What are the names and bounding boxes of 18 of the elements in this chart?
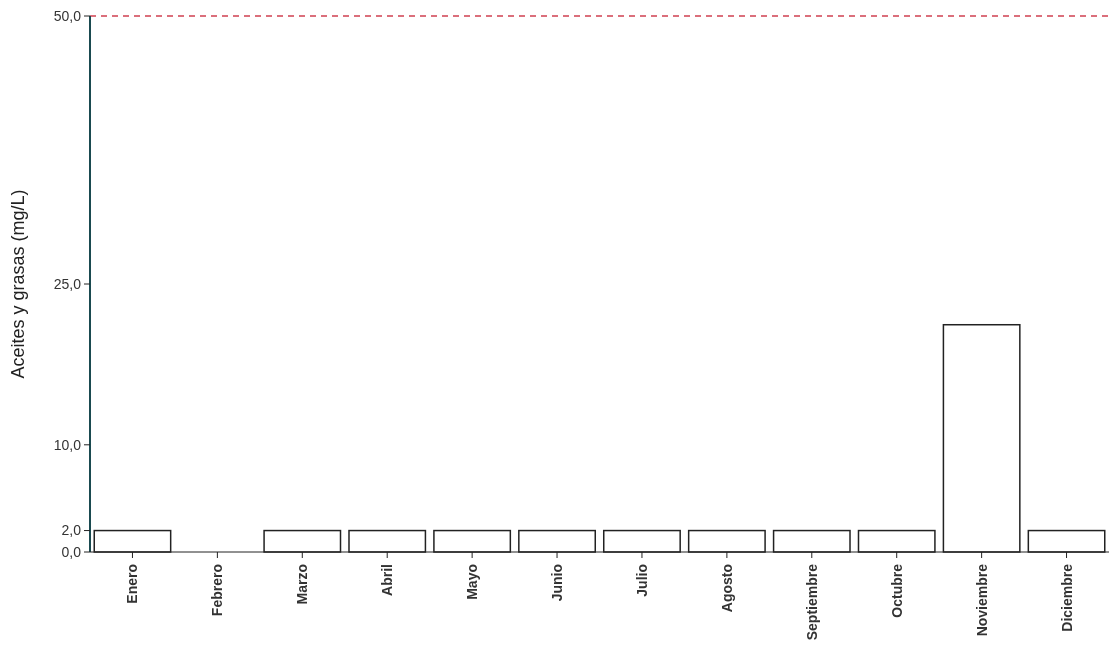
y-tick-label: 50,0 — [53, 7, 82, 24]
y-tick-label: 0,0 — [61, 543, 82, 560]
x-tick-label: Junio — [549, 564, 566, 602]
y-tick-label: 10,0 — [53, 436, 82, 453]
y-tick-label: 2,0 — [61, 522, 82, 539]
x-tick-label: Marzo — [294, 564, 311, 605]
x-tick-label: Octubre — [888, 563, 905, 618]
x-tick-label: Febrero — [209, 564, 226, 617]
x-tick-label: Abril — [379, 564, 396, 596]
x-tick-label: Noviembre — [973, 563, 990, 637]
x-tick-label: Julio — [633, 564, 650, 597]
x-tick-label: Agosto — [718, 564, 735, 613]
y-tick-label: 25,0 — [53, 275, 82, 292]
x-tick-label: Diciembre — [1058, 563, 1075, 632]
x-tick-label: Mayo — [464, 564, 481, 600]
x-tick-label: Enero — [124, 564, 141, 604]
x-tick-label: Septiembre — [803, 563, 820, 641]
y-axis-title: Aceites y grasas (mg/L) — [8, 189, 28, 379]
